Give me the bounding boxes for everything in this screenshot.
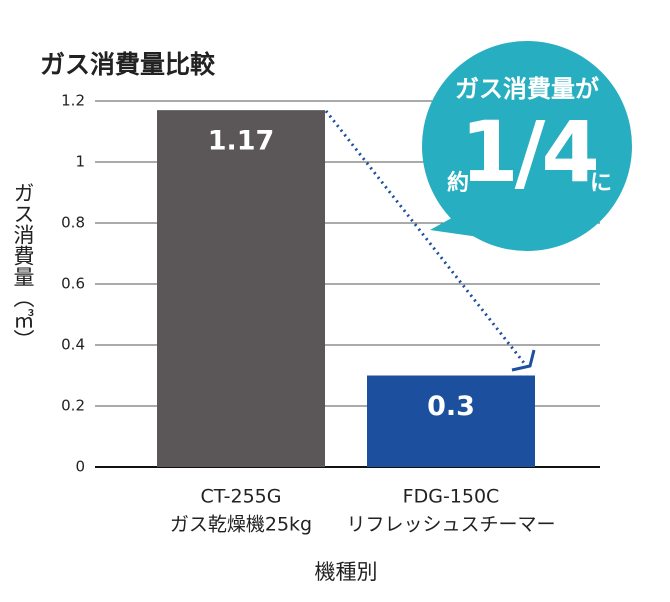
y-tick-label: 0.4 (61, 336, 85, 354)
y-tick-label: 0.2 (61, 397, 85, 415)
bar (157, 110, 325, 468)
x-tick-label: リフレッシュスチーマー (346, 514, 555, 536)
x-tick-label: CT-255G (201, 486, 282, 508)
y-axis-label: ガス消費量（㎥） (11, 182, 35, 350)
callout-main: 1/4 (460, 103, 596, 201)
x-tick-label: FDG-150C (403, 486, 500, 508)
callout-line1: ガス消費量が (455, 75, 599, 103)
connector-line (324, 110, 530, 369)
y-tick-label: 0 (75, 458, 85, 476)
bar (367, 375, 535, 467)
callout: ガス消費量が 約 1/4 に (422, 41, 632, 251)
data-label: 1.17 (208, 126, 275, 157)
x-axis-label: 機種別 (315, 560, 378, 584)
chart-title: ガス消費量比較 (40, 50, 216, 79)
y-tick-label: 0.6 (61, 275, 85, 293)
callout-bubble (422, 41, 632, 251)
arrow-head (511, 349, 536, 372)
y-tick-label: 1 (75, 153, 85, 171)
callout-prefix: 約 (447, 170, 469, 196)
x-tick-label: ガス乾燥機25kg (170, 514, 312, 536)
plot-area: 0 0.2 0.4 0.6 0.8 1 1.2 CT-255G ガス乾燥機25kg 1.17 FDG… (61, 92, 600, 536)
y-tick-label: 0.8 (61, 214, 85, 232)
data-label: 0.3 (427, 391, 475, 422)
y-tick-label: 1.2 (61, 92, 85, 110)
callout-suffix: に (590, 171, 612, 196)
